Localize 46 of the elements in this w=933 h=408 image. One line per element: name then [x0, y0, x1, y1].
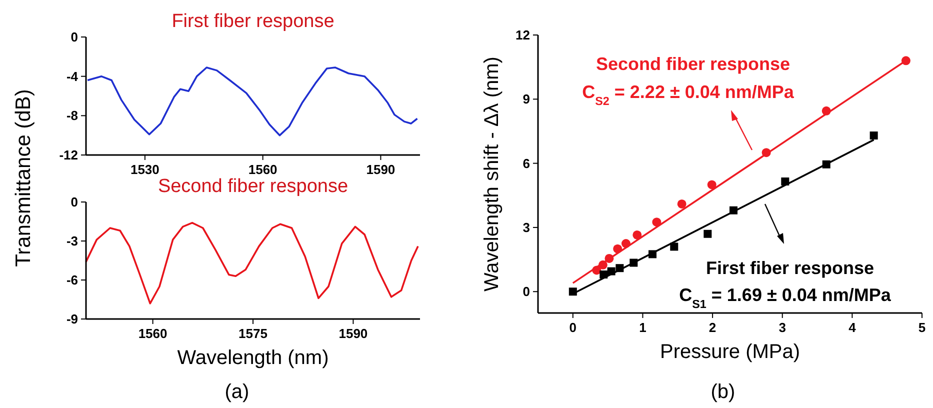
x-tick-label: 1575 — [238, 326, 268, 341]
chart-title: First fiber response — [172, 11, 334, 32]
point — [704, 230, 712, 238]
y-tick-label: -6 — [66, 272, 78, 288]
x-tick-label: 1 — [639, 320, 646, 335]
x-tick-label: 1590 — [366, 162, 396, 177]
x-axis-title: Wavelength (nm) — [177, 347, 329, 369]
y-tick-label: -3 — [66, 234, 78, 248]
x-tick-label: 1530 — [130, 162, 160, 177]
x-axis-title: Pressure (MPa) — [660, 341, 800, 363]
point — [707, 180, 716, 190]
line-series — [86, 66, 418, 136]
y-tick-label: 9 — [522, 92, 530, 107]
x-tick-label: 1560 — [138, 326, 168, 341]
x-tick-label: 3 — [778, 320, 786, 335]
x-tick-label: 0 — [569, 320, 577, 335]
y-tick-label: 3 — [522, 220, 530, 235]
y-tick-label: 12 — [516, 28, 530, 42]
y-tick-label: 0 — [522, 284, 530, 300]
x-tick-label: 2 — [708, 320, 716, 335]
chart-title: Second fiber response — [158, 176, 348, 197]
y-tick-label: 6 — [522, 156, 530, 171]
y-axis-title: Transmittance (dB) — [12, 89, 35, 267]
text: (b) — [710, 381, 736, 403]
x-tick-label: 5 — [918, 320, 926, 335]
annotation: C$_{S1}$ = 1.69 ± 0.04 nm/MPa — [679, 285, 892, 310]
x-tick-label: 1560 — [248, 162, 278, 177]
annotation: C$_{S2}$ = 2.22 ± 0.04 nm/MPa — [582, 82, 795, 108]
y-tick-label: -4 — [66, 68, 79, 84]
point — [632, 230, 642, 240]
y-tick-label: -12 — [59, 148, 78, 162]
y-axis-title: Wavelength shift - Δλ (nm) — [481, 56, 503, 292]
x-tick-label: 4 — [848, 320, 857, 335]
annotation: Second fiber response — [596, 54, 790, 74]
annotation: First fiber response — [706, 258, 874, 278]
x-tick-label: 1590 — [338, 326, 368, 341]
line-series — [85, 222, 419, 304]
y-tick-label: -9 — [66, 312, 78, 326]
y-tick-label: -8 — [66, 108, 78, 124]
point — [670, 242, 678, 251]
y-tick-label: 0 — [70, 30, 78, 44]
point — [870, 132, 878, 140]
y-tick-label: 0 — [70, 194, 78, 210]
text: (a) — [224, 381, 250, 403]
point — [677, 199, 686, 208]
point — [652, 218, 662, 227]
